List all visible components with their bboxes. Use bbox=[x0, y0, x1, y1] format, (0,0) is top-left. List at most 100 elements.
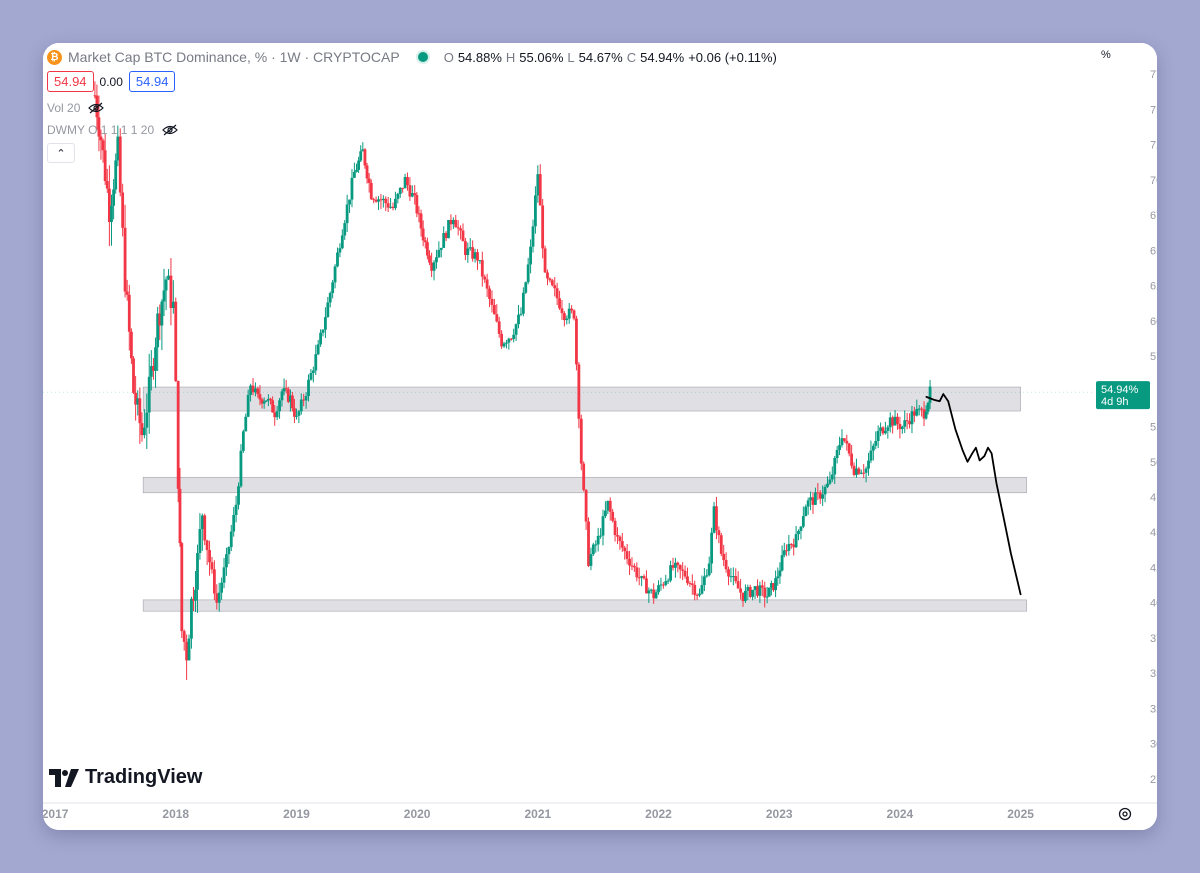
candle bbox=[333, 264, 337, 289]
candle bbox=[396, 192, 400, 204]
candle bbox=[232, 507, 236, 537]
settings-icon[interactable] bbox=[1117, 806, 1133, 822]
tradingview-logo-text: TradingView bbox=[85, 766, 203, 788]
candle bbox=[776, 567, 780, 586]
candle bbox=[512, 328, 516, 343]
symbol-title[interactable]: Market Cap BTC Dominance, % · 1W · CRYPT… bbox=[68, 49, 400, 65]
candle bbox=[304, 392, 308, 409]
candle bbox=[637, 567, 641, 586]
candle bbox=[642, 574, 646, 580]
candle bbox=[587, 517, 590, 568]
candle bbox=[710, 527, 714, 574]
candle bbox=[509, 337, 513, 341]
candle bbox=[152, 357, 155, 380]
candle bbox=[594, 540, 598, 553]
candle bbox=[419, 209, 423, 237]
tradingview-logo[interactable]: TradingView bbox=[49, 766, 202, 789]
eye-off-icon[interactable] bbox=[162, 124, 179, 136]
candle bbox=[920, 406, 924, 417]
candle bbox=[176, 380, 180, 503]
candle bbox=[683, 565, 687, 579]
candle bbox=[449, 214, 453, 231]
candle bbox=[363, 148, 367, 169]
candle bbox=[864, 466, 868, 483]
candle bbox=[147, 353, 151, 434]
candle bbox=[767, 587, 771, 597]
candle bbox=[278, 397, 281, 419]
eye-off-icon[interactable] bbox=[88, 102, 105, 114]
indicator-dwmy-label: DWMY O 1 1 1 1 20 bbox=[47, 123, 155, 137]
sell-button[interactable]: 54.94 bbox=[47, 71, 94, 92]
candle bbox=[357, 156, 361, 173]
candle bbox=[355, 163, 358, 173]
candle bbox=[765, 586, 769, 604]
candle bbox=[275, 405, 279, 420]
candle bbox=[295, 408, 298, 420]
candle bbox=[377, 196, 380, 210]
candle bbox=[526, 257, 530, 285]
x-tick-label: 2021 bbox=[524, 807, 551, 821]
candle bbox=[524, 281, 528, 294]
price-axis[interactable]: 77.50% 75.00% 72.50% 70.00% 67.50% 65.00% 62.5… bbox=[1150, 69, 1157, 786]
candle bbox=[198, 513, 202, 560]
y-tick-label: 47.50% bbox=[1150, 492, 1157, 504]
candle bbox=[772, 582, 775, 592]
candle bbox=[748, 584, 752, 599]
candle bbox=[156, 306, 160, 371]
candlestick-chart[interactable]: 77.50% 75.00% 72.50% 70.00% 67.50% 65.00% 62.5… bbox=[43, 43, 1157, 830]
candle bbox=[384, 196, 388, 212]
candle bbox=[132, 356, 135, 395]
hand-drawn-projection[interactable] bbox=[925, 393, 1022, 596]
candle bbox=[746, 584, 750, 601]
candle bbox=[338, 243, 342, 258]
candle bbox=[529, 239, 532, 274]
candle bbox=[439, 247, 443, 258]
candle bbox=[857, 466, 861, 475]
candle bbox=[589, 547, 593, 571]
x-tick-label: 2018 bbox=[162, 807, 189, 821]
indicator-dwmy[interactable]: DWMY O 1 1 1 1 20 bbox=[47, 123, 179, 137]
axis-unit-label[interactable]: % bbox=[1101, 49, 1111, 61]
candle bbox=[101, 138, 105, 163]
candle bbox=[928, 379, 932, 410]
candle bbox=[167, 269, 170, 281]
x-tick-label: 2022 bbox=[645, 807, 672, 821]
candle bbox=[200, 513, 204, 551]
candle bbox=[809, 491, 812, 511]
candle bbox=[316, 339, 320, 356]
candle bbox=[367, 173, 371, 193]
candle bbox=[490, 290, 494, 313]
candle bbox=[814, 487, 817, 506]
resistance-zone[interactable] bbox=[142, 386, 1021, 412]
support-zone[interactable] bbox=[142, 599, 1027, 612]
candle bbox=[227, 546, 231, 565]
collapse-legend-button[interactable]: ⌃ bbox=[47, 143, 75, 163]
indicator-volume[interactable]: Vol 20 bbox=[47, 101, 105, 115]
candle bbox=[266, 394, 270, 407]
candle bbox=[185, 634, 189, 681]
candle bbox=[492, 298, 496, 315]
drawing-layer bbox=[43, 391, 1093, 596]
candle bbox=[154, 337, 157, 388]
candle bbox=[182, 629, 186, 651]
y-tick-label: 30.00% bbox=[1150, 739, 1157, 751]
time-axis[interactable]: 2017 2018 2019 2020 2021 2022 2023 2024 2025 bbox=[43, 807, 1034, 821]
candle bbox=[893, 410, 897, 426]
candle bbox=[579, 414, 583, 471]
candle bbox=[205, 539, 209, 565]
candle bbox=[208, 540, 211, 576]
buy-button[interactable]: 54.94 bbox=[128, 71, 176, 92]
candle bbox=[698, 588, 701, 598]
candle bbox=[567, 303, 571, 324]
candle bbox=[194, 571, 197, 612]
candle bbox=[756, 579, 759, 598]
candle bbox=[608, 497, 612, 521]
candle bbox=[741, 592, 745, 607]
candle bbox=[712, 501, 716, 534]
candle bbox=[502, 341, 506, 348]
candle bbox=[575, 315, 578, 371]
candle bbox=[845, 434, 849, 451]
candle bbox=[717, 526, 721, 544]
candle bbox=[237, 482, 240, 510]
market-status-icon bbox=[417, 52, 428, 62]
